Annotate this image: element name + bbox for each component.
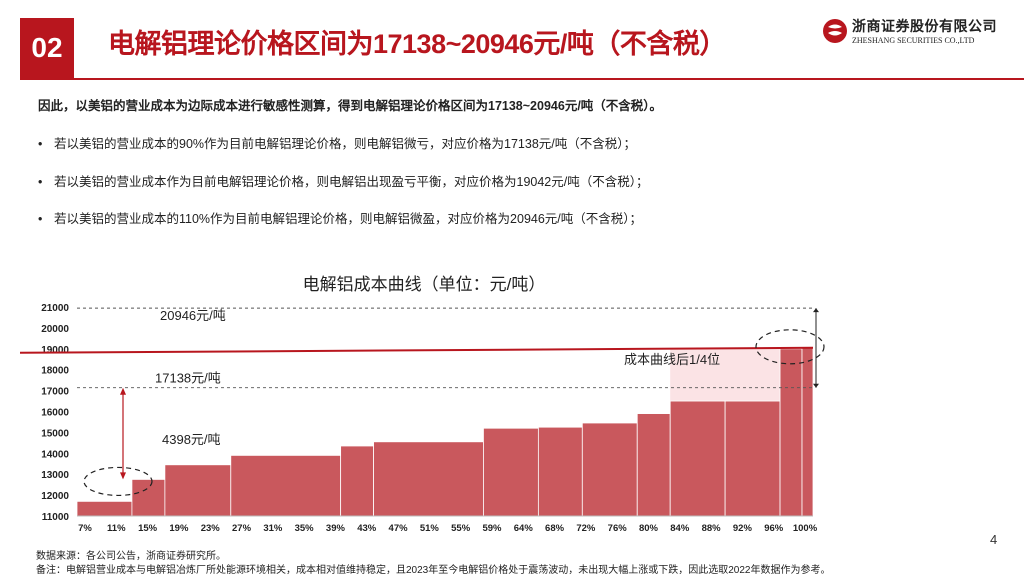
y-tick-label-10: 21000 [41,303,69,314]
x-tick-label-18: 80% [639,523,659,534]
x-tick-label-16: 72% [576,523,596,534]
lead-paragraph: 因此，以美铝的营业成本为边际成本进行敏感性测算，得到电解铝理论价格区间为1713… [38,99,663,113]
y-tick-label-2: 13000 [41,470,69,481]
y-tick-label-0: 11000 [42,512,70,523]
x-tick-label-21: 92% [733,523,753,534]
logo-name-en: ZHESHANG SECURITIES CO.,LTD [852,36,975,45]
bar-7 [537,426,583,517]
y-tick-label-5: 16000 [41,408,69,419]
footnote: 备注：电解铝营业成本与电解铝冶炼厂所处能源环境相关，成本相对值维持稳定，且202… [36,565,831,576]
highlight-ellipse-low [83,466,153,497]
x-tick-label-17: 76% [608,523,628,534]
x-tick-label-0: 7% [78,523,92,534]
gap-arrow-head-bottom [120,472,126,480]
bullet-item: • 若以美铝的营业成本的90%作为目前电解铝理论价格，则电解铝微亏，对应价格为17… [38,133,636,152]
y-tick-label-7: 18000 [41,366,69,377]
bar-3 [230,454,342,517]
bullet-text: 若以美铝的营业成本作为目前电解铝理论价格，则电解铝出现盈亏平衡，对应价格为190… [54,175,649,189]
x-tick-label-19: 84% [670,523,690,534]
bullet-item: • 若以美铝的营业成本的110%作为目前电解铝理论价格，则电解铝微盈，对应价格为2… [38,208,642,227]
section-badge: 02 [20,18,74,78]
bar-5 [373,441,484,517]
bar-9 [636,413,671,517]
y-tick-label-9: 20000 [41,324,69,335]
header-divider [20,78,1024,80]
chart-title: 电解铝成本曲线（单位：元/吨） [302,275,546,294]
bar-10 [669,400,726,517]
bar-1 [131,479,166,517]
highlight-ellipse-high [755,329,825,365]
y-tick-label-6: 17000 [41,387,69,398]
x-tick-label-3: 19% [169,523,189,534]
bar-6 [483,427,539,517]
label-gap: 4398元/吨 [162,432,221,447]
x-tick-label-7: 35% [295,523,315,534]
gap-arrow-head-top [120,387,126,395]
bar-8 [581,422,638,517]
y-tick-label-1: 12000 [41,491,69,502]
bullet-text: 若以美铝的营业成本的90%作为目前电解铝理论价格，则电解铝微亏，对应价格为171… [54,137,637,151]
x-tick-label-15: 68% [545,523,565,534]
x-tick-label-14: 64% [514,523,534,534]
x-tick-label-12: 55% [451,523,471,534]
bar-0 [76,500,133,517]
x-tick-label-10: 47% [389,523,409,534]
bar-2 [164,464,232,517]
bullet-item: • 若以美铝的营业成本作为目前电解铝理论价格，则电解铝出现盈亏平衡，对应价格为19… [38,171,649,190]
range-bracket-arrow-bottom [813,383,819,388]
x-tick-label-13: 59% [482,523,502,534]
x-tick-label-20: 88% [702,523,722,534]
label-upper-price: 20946元/吨 [160,308,226,323]
bar-4 [340,445,374,517]
breakeven-line [19,346,814,354]
x-tick-label-8: 39% [326,523,346,534]
data-source: 数据来源：各公司公告，浙商证券研究所。 [36,551,226,562]
x-tick-label-6: 31% [263,523,283,534]
cost-curve-chart: 11000 12000 13000 14000 15000 16000 17000 18000… [19,303,825,534]
y-tick-label-8: 19000 [41,345,69,356]
logo-name-cn: 浙商证券股份有限公司 [852,18,997,34]
range-bracket-arrow-top [813,308,819,313]
x-tick-label-22: 96% [764,523,784,534]
x-tick-label-9: 43% [357,523,377,534]
y-tick-label-3: 14000 [41,449,69,460]
label-quartile: 成本曲线后1/4位 [624,352,720,367]
company-logo: 浙商证券股份有限公司 ZHESHANG SECURITIES CO.,LTD [822,16,1012,50]
bar-13 [801,347,814,517]
bar-12 [779,348,803,517]
y-tick-label-4: 15000 [41,428,69,439]
logo-mark-icon [823,19,847,43]
bullet-marker: • [38,212,43,226]
label-lower-price: 17138元/吨 [155,371,221,386]
x-tick-label-1: 11% [107,523,126,534]
bullet-marker: • [38,137,43,151]
x-tick-label-4: 23% [201,523,221,534]
bullet-text: 若以美铝的营业成本的110%作为目前电解铝理论价格，则电解铝微盈，对应价格为20… [54,212,643,226]
page-number: 4 [990,532,998,547]
x-tick-label-23: 100% [793,523,818,534]
page-title: 电解铝理论价格区间为17138~20946元/吨（不含税） [108,29,726,59]
x-tick-label-2: 15% [138,523,158,534]
x-tick-label-11: 51% [420,523,440,534]
bar-11 [724,400,781,517]
bullet-marker: • [38,175,43,189]
x-tick-label-5: 27% [232,523,252,534]
